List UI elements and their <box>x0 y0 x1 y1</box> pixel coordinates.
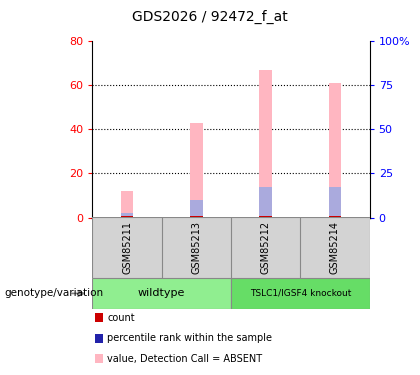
Text: percentile rank within the sample: percentile rank within the sample <box>107 333 272 343</box>
Bar <box>94 354 103 363</box>
Text: GSM85212: GSM85212 <box>261 221 270 274</box>
Text: GDS2026 / 92472_f_at: GDS2026 / 92472_f_at <box>132 10 288 24</box>
Text: GSM85213: GSM85213 <box>192 221 201 274</box>
Bar <box>190 200 202 217</box>
Text: genotype/variation: genotype/variation <box>4 288 103 298</box>
Text: wildtype: wildtype <box>138 288 185 298</box>
Bar <box>260 216 272 217</box>
Bar <box>329 83 341 218</box>
Text: count: count <box>107 313 135 322</box>
Bar <box>121 216 133 217</box>
Bar <box>329 216 341 217</box>
Bar <box>121 213 133 217</box>
Bar <box>94 313 103 322</box>
Bar <box>190 216 202 217</box>
Bar <box>329 187 341 218</box>
Bar <box>260 70 272 217</box>
Text: value, Detection Call = ABSENT: value, Detection Call = ABSENT <box>107 354 262 364</box>
Bar <box>231 278 370 309</box>
Bar <box>190 123 202 218</box>
Bar <box>92 278 231 309</box>
Text: GSM85214: GSM85214 <box>330 221 340 274</box>
Text: GSM85211: GSM85211 <box>122 221 132 274</box>
Bar <box>94 334 103 343</box>
Text: TSLC1/IGSF4 knockout: TSLC1/IGSF4 knockout <box>249 289 351 298</box>
Bar <box>260 187 272 218</box>
Bar <box>121 191 133 217</box>
